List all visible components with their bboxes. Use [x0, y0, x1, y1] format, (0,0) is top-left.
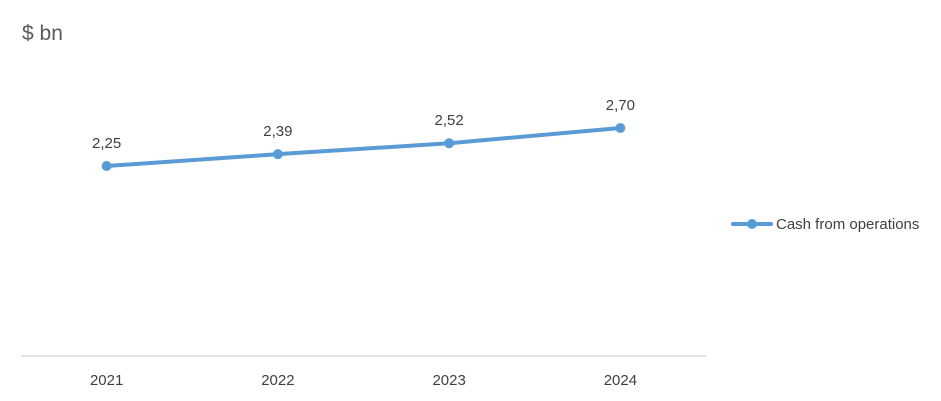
data-point-2021 [101, 161, 112, 171]
data-label-2023: 2,52 [435, 112, 464, 129]
data-label-2024: 2,70 [606, 97, 635, 114]
series-layer [101, 123, 626, 171]
x-tick-label-2021: 2021 [90, 372, 123, 389]
data-label-2022: 2,39 [263, 123, 292, 140]
data-labels: 2,25 2,39 2,52 2,70 [92, 97, 635, 152]
x-axis-ticks: 2021 2022 2023 2024 [90, 372, 637, 389]
series-line-cash-from-operations [104, 126, 623, 168]
unit-label: $ bn [22, 22, 63, 45]
x-tick-label-2024: 2024 [604, 372, 637, 389]
legend-marker-swatch [747, 219, 757, 229]
data-label-2021: 2,25 [92, 135, 121, 152]
data-point-2024 [615, 123, 626, 133]
legend-entry-cash-from-operations: Cash from operations [776, 216, 919, 233]
data-point-2022 [272, 149, 283, 160]
data-point-2023 [444, 138, 455, 149]
x-tick-label-2023: 2023 [432, 372, 465, 389]
x-tick-label-2022: 2022 [261, 372, 294, 389]
legend: Cash from operations [731, 216, 919, 233]
